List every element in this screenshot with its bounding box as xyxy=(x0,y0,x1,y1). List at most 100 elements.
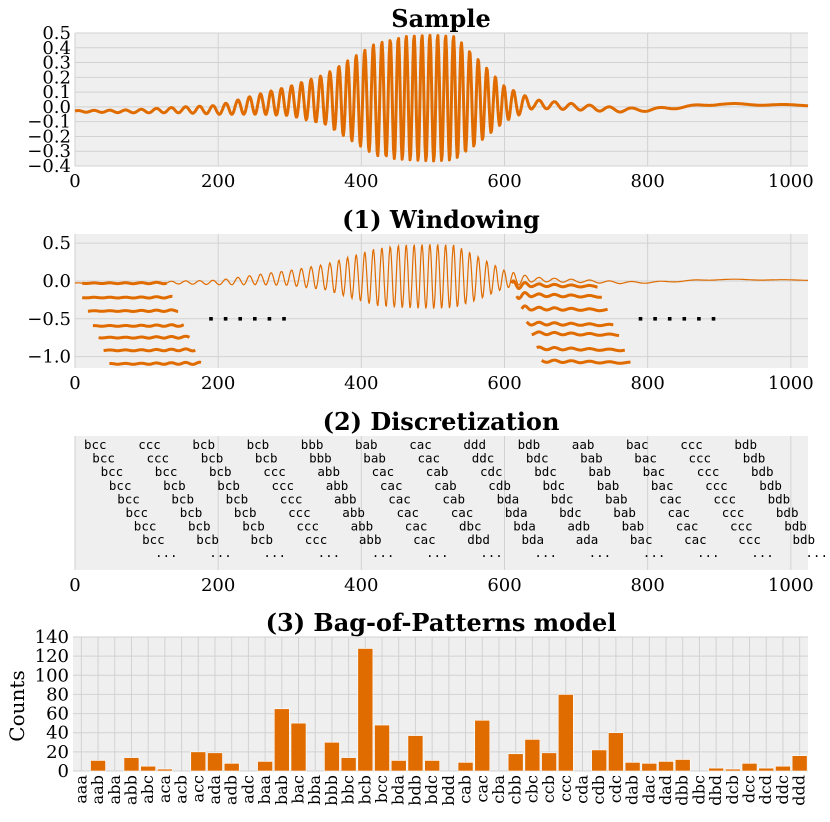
sax-word: ccc xyxy=(288,505,311,520)
sax-ellipsis: ... xyxy=(589,545,612,560)
bar-bda xyxy=(390,760,407,772)
category-label: acc xyxy=(188,775,207,803)
bar-bbc xyxy=(340,757,357,772)
sax-word: bcb xyxy=(226,491,249,506)
window-segment-4 xyxy=(98,334,191,340)
discretization-xtick-label: 0 xyxy=(69,575,80,596)
category-label: bdd xyxy=(439,775,458,806)
windowing-xtick-label: 800 xyxy=(630,373,664,394)
sax-word: bab xyxy=(605,491,628,506)
sax-word: cac xyxy=(668,505,691,520)
category-label: cdc xyxy=(606,775,625,803)
sample-xtick-label: 800 xyxy=(630,171,664,192)
sax-word: bcb xyxy=(234,505,257,520)
windowing-title: (1) Windowing xyxy=(342,205,540,234)
bar-acc xyxy=(190,751,207,772)
bar-bcc xyxy=(374,724,390,772)
sax-word: bdb xyxy=(734,437,757,452)
ellipsis-dot xyxy=(653,316,657,321)
sample-ytick-label: 0.1 xyxy=(42,82,71,103)
sax-word: ccc xyxy=(147,451,170,466)
category-label: abc xyxy=(138,775,157,804)
ellipsis-dot xyxy=(667,316,672,321)
bop-ytick-label: 120 xyxy=(35,646,69,667)
discretization-xtick-label: 800 xyxy=(630,575,664,596)
sax-ellipsis: ... xyxy=(480,545,503,560)
bar-ccc xyxy=(557,694,574,772)
bop-ytick-label: 60 xyxy=(46,704,69,725)
sax-word: bab xyxy=(597,478,620,493)
sax-word: bac xyxy=(643,464,666,479)
sax-word: abb xyxy=(351,519,374,534)
sax-word: bdc xyxy=(559,505,582,520)
sample-ytick-label: 0.3 xyxy=(42,53,71,74)
bar-ccb xyxy=(541,752,557,772)
sax-word: abb xyxy=(342,505,365,520)
bop-panel: 020406080100120140aaaaababaabbabcacaacba… xyxy=(35,627,809,806)
ellipsis-dot xyxy=(711,316,716,321)
sample-xtick-label: 400 xyxy=(344,171,378,192)
sax-word: ccc xyxy=(730,519,753,534)
bar-bab xyxy=(273,708,290,772)
bop-plot-area xyxy=(73,637,808,771)
sax-word: bbb xyxy=(309,451,332,466)
window-segment-6 xyxy=(109,360,202,366)
ellipsis-dot xyxy=(682,316,687,321)
bar-ada xyxy=(207,752,223,772)
sax-word: cdc xyxy=(480,464,503,479)
category-label: dbd xyxy=(706,775,725,806)
sax-word: bdb xyxy=(751,464,774,479)
bar-dcc xyxy=(741,763,758,772)
category-label: ddd xyxy=(790,775,809,806)
sample-ytick-label: 0.2 xyxy=(42,67,71,88)
sax-word: bcb xyxy=(255,451,278,466)
sample-signal-line xyxy=(74,33,809,163)
sample-panel: −0.4−0.3−0.2−0.10.00.10.20.30.40.5 0 200 40… xyxy=(27,23,813,192)
sample-xtick-label: 200 xyxy=(201,171,235,192)
bar-cac xyxy=(474,719,491,772)
bar-dab xyxy=(624,762,641,772)
category-label: dac xyxy=(639,775,658,804)
sax-word: ccc xyxy=(272,478,295,493)
sax-ellipsis: ... xyxy=(263,545,286,560)
sax-word: cac xyxy=(388,491,411,506)
bar-bbb xyxy=(324,741,340,772)
windowing-signal-line xyxy=(74,243,809,309)
category-label: cdb xyxy=(589,775,608,804)
bar-dcd xyxy=(758,767,775,772)
category-label: bbb xyxy=(322,775,341,806)
sample-ytick-label: 0.5 xyxy=(42,23,71,44)
windowing-xtick-label: 0 xyxy=(69,373,80,394)
sax-word: bdc xyxy=(526,451,549,466)
sax-word: bab xyxy=(363,451,386,466)
sax-word: bda xyxy=(513,519,536,534)
bar-ddd xyxy=(791,755,808,772)
sax-word: ccc xyxy=(738,532,761,547)
category-label: aba xyxy=(105,775,124,805)
sax-word: abb xyxy=(326,478,349,493)
bar-dac xyxy=(641,763,658,772)
sax-word: bab xyxy=(355,437,378,452)
sax-ellipsis: ... xyxy=(697,545,720,560)
ellipsis-dot xyxy=(223,316,228,321)
sax-word: bdb xyxy=(759,478,782,493)
sax-word: ccc xyxy=(713,491,736,506)
sax-word: ccc xyxy=(263,464,286,479)
sax-word: bcb xyxy=(180,505,203,520)
category-label: bdc xyxy=(422,775,441,804)
sax-word: bcb xyxy=(251,532,274,547)
sax-word: bac xyxy=(634,451,657,466)
category-label: bcc xyxy=(372,775,391,803)
sample-ytick-label: 0.4 xyxy=(42,38,71,59)
sax-word: bda xyxy=(505,505,528,520)
windowing-xtick-label: 400 xyxy=(344,373,378,394)
bar-dbd xyxy=(708,767,724,772)
category-label: adb xyxy=(222,775,241,805)
category-label: cba xyxy=(489,775,508,804)
sax-word: bdb xyxy=(518,437,541,452)
windowing-ytick-label: −1.0 xyxy=(27,347,71,368)
ellipsis-dot xyxy=(638,316,643,321)
sax-word: bcb xyxy=(247,437,270,452)
